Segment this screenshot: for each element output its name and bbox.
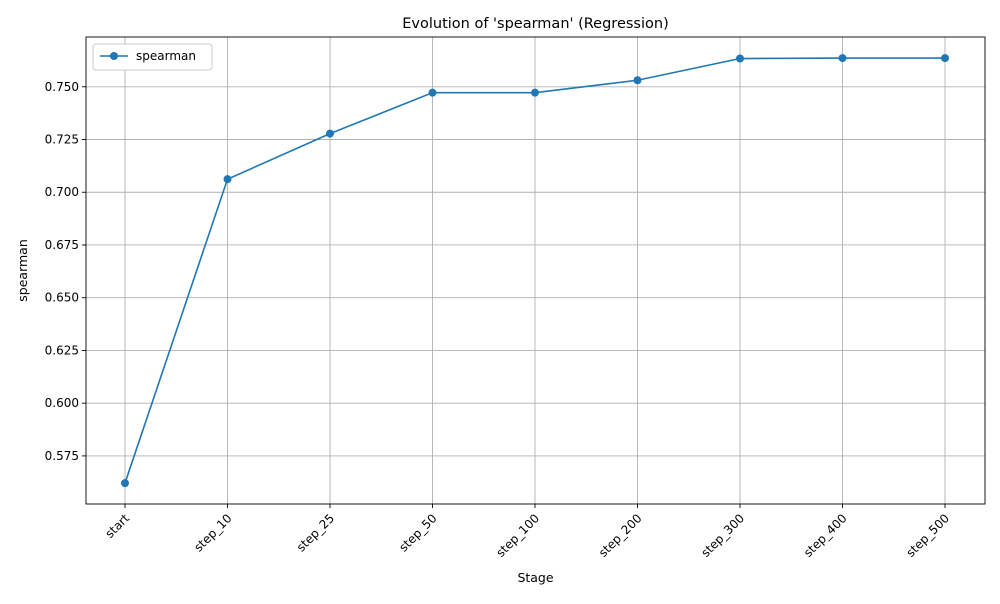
x-axis-label: Stage [517,570,553,585]
x-axis-ticks: start step_10 step_25 step_50 step_100 step_2… [102,504,952,560]
data-point [531,88,539,97]
y-tick-label: 0.625 [45,343,79,357]
x-tick-label: step_300 [698,511,747,560]
y-tick-label: 0.700 [45,185,79,199]
x-tick-label: step_10 [191,511,234,554]
plot-area-frame [85,36,986,505]
y-tick-label: 0.575 [45,449,79,463]
legend-entry-spearman: spearman [136,49,196,63]
data-point [121,479,129,488]
data-point [736,54,744,63]
x-tick-label: start [102,511,132,541]
legend-box [92,43,213,71]
y-tick-label: 0.725 [45,133,79,147]
data-point [838,54,847,63]
data-point [326,129,334,138]
chart-title: Evolution of 'spearman' (Regression) [402,16,668,32]
y-tick-label: 0.675 [45,238,79,252]
x-tick-label: step_400 [801,511,850,560]
x-tick-label: step_200 [596,511,645,560]
legend-marker-swatch [110,52,118,60]
data-point [428,88,437,97]
x-tick-label: step_500 [903,511,952,560]
x-tick-label: step_25 [294,511,337,554]
data-point [633,76,642,85]
y-tick-label: 0.600 [45,396,79,410]
y-tick-label: 0.750 [45,80,79,94]
legend: spearman [92,43,213,71]
x-tick-label: step_100 [493,511,542,560]
series-layer [121,54,949,488]
x-tick-label: step_50 [396,511,439,554]
y-tick-label: 0.650 [45,291,79,305]
data-point [941,54,949,63]
y-axis-label: spearman [15,239,30,301]
data-point [223,175,232,184]
y-axis-ticks: 0.575 0.600 0.625 0.650 0.675 0.700 0.725 0.750 [45,80,86,463]
grid-layer [86,37,985,504]
